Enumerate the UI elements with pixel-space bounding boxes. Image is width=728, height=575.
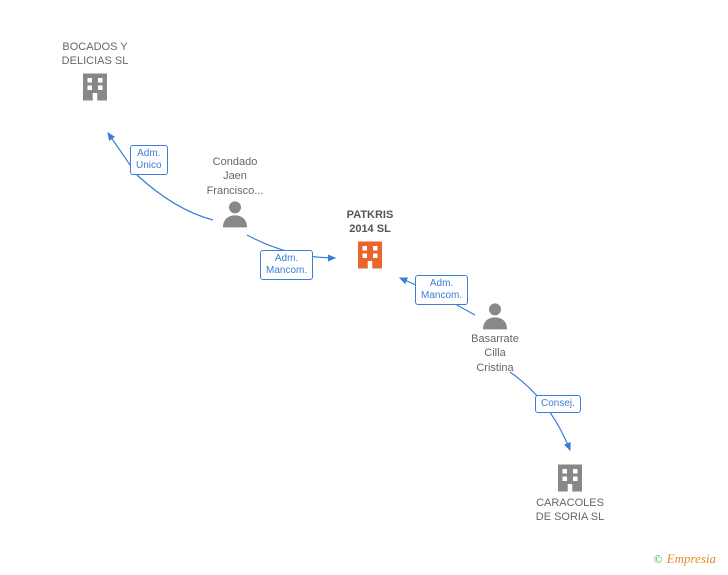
node-bocados-label: BOCADOS Y DELICIAS SL: [60, 40, 130, 69]
copyright-icon: ©: [654, 552, 663, 566]
building-icon: [552, 460, 588, 496]
node-condado-label: Condado Jaen Francisco...: [195, 155, 275, 198]
building-icon: [352, 237, 388, 273]
person-icon: [479, 300, 511, 332]
node-patkris-label: PATKRIS 2014 SL: [335, 208, 405, 237]
edge-label-adm-unico: Adm. Unico: [130, 145, 168, 175]
node-bocados[interactable]: BOCADOS Y DELICIAS SL: [60, 40, 130, 105]
node-condado[interactable]: Condado Jaen Francisco...: [195, 155, 275, 230]
building-icon: [77, 69, 113, 105]
node-basarrate-label: Basarrate Cilla Cristina: [460, 332, 530, 375]
watermark-text: Empresia: [667, 551, 716, 566]
edge-label-adm-mancom-2: Adm. Mancom.: [415, 275, 468, 305]
person-icon: [219, 198, 251, 230]
node-caracoles-label: CARACOLES DE SORIA SL: [530, 496, 610, 525]
node-caracoles[interactable]: CARACOLES DE SORIA SL: [530, 460, 610, 525]
edge-label-adm-mancom-1: Adm. Mancom.: [260, 250, 313, 280]
watermark: © Empresia: [654, 551, 716, 567]
edge-label-consej: Consej.: [535, 395, 581, 413]
node-basarrate[interactable]: Basarrate Cilla Cristina: [460, 300, 530, 375]
node-patkris[interactable]: PATKRIS 2014 SL: [335, 208, 405, 273]
